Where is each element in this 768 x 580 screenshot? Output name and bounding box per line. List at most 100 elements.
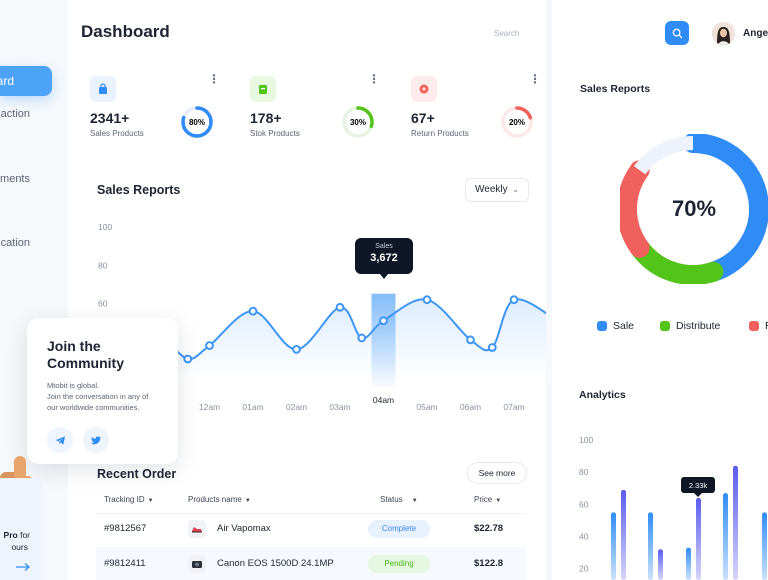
ring-percent: 20% [509, 118, 525, 127]
legend-label: Distribute [676, 320, 721, 332]
twitter-icon[interactable] [83, 427, 110, 453]
caret-down-icon: ▼ [411, 498, 418, 504]
bar-tooltip-box [681, 477, 715, 493]
stat-card-stock [250, 76, 276, 102]
ring-percent: 80% [189, 118, 205, 127]
product-name: Air Vapomax [217, 523, 271, 534]
legend-swatch [749, 321, 759, 331]
sidebar-item-label: Dashboard [0, 74, 14, 88]
y-tick-label: 20 [579, 564, 589, 574]
camera-icon [188, 555, 206, 573]
ring-percent: 30% [350, 118, 366, 127]
tooltip-value: 3,672 [370, 252, 398, 264]
sidebar-item-notification[interactable]: Notification [0, 237, 30, 249]
donut-slice [629, 237, 724, 284]
stat-label: Sales Products [90, 129, 144, 138]
bar-tooltip-value: 2.33k [689, 481, 708, 490]
y-tick-label: 80 [579, 467, 589, 477]
community-line: Join the conversation in any of our worl… [47, 392, 149, 412]
stat-card-sales [90, 76, 116, 102]
table-row[interactable] [96, 547, 526, 580]
search-button[interactable] [665, 21, 689, 45]
donut-slice [633, 136, 694, 175]
x-tick-label: 03am [329, 402, 350, 412]
analytics-bar [733, 465, 738, 580]
community-line: Mtobit is global. [47, 381, 100, 390]
stat-value: 178+ [250, 110, 282, 126]
community-text: Mtobit is global. Join the conversation i… [47, 380, 158, 413]
analytics-bar-chart: 20 40 60 80 100 2.33k [579, 435, 767, 580]
more-icon[interactable]: ⋮ [368, 72, 380, 86]
analytics-bar [621, 489, 626, 580]
right-panel [552, 0, 768, 580]
telegram-icon[interactable] [47, 427, 73, 453]
data-point [292, 345, 301, 354]
y-tick-label: 40 [579, 531, 589, 541]
sidebar-item-transaction[interactable]: Transaction [0, 108, 30, 120]
column-header-label: Products name [188, 495, 242, 504]
column-header[interactable]: Products name ▼ [188, 495, 251, 504]
data-point [335, 302, 345, 312]
ring-progress [181, 106, 213, 138]
return-icon [411, 76, 437, 102]
legend-swatch [660, 321, 670, 331]
x-tick-label: 01am [242, 402, 263, 412]
column-header[interactable]: Status ▼ [380, 495, 418, 504]
bag-icon [90, 76, 116, 102]
y-tick-label: 100 [579, 435, 593, 445]
x-tick-label: 06am [460, 402, 481, 412]
bar-tooltip-arrow [694, 493, 702, 497]
column-header-label: Price [474, 495, 493, 504]
stat-value: 2341+ [90, 110, 130, 126]
community-title: Join the Community [47, 338, 124, 371]
upgrade-card [0, 478, 43, 580]
more-icon[interactable]: ⋮ [208, 72, 220, 86]
x-tick-label: 04am [373, 395, 394, 405]
legend-label: Sale [613, 320, 635, 332]
column-header-label: Tracking ID [104, 495, 145, 504]
tracking-id: #9812567 [104, 523, 147, 534]
sidebar-item-payments[interactable]: Payments [0, 173, 30, 185]
tooltip-label: Sales [375, 243, 393, 250]
period-value: Weekly [475, 184, 508, 195]
stat-label: Return Products [411, 129, 469, 138]
more-icon[interactable]: ⋮ [529, 72, 541, 86]
donut-slice [683, 134, 768, 282]
donut-slice [620, 160, 650, 258]
analytics-title: Analytics [579, 389, 626, 401]
avatar[interactable] [712, 22, 735, 45]
search-icon [672, 28, 682, 38]
period-dropdown[interactable]: Weekly ⌄ [465, 178, 529, 202]
stat-card-return [411, 76, 437, 102]
legend-swatch [597, 321, 607, 331]
y-tick-label: 60 [98, 299, 108, 309]
y-tick-label: 80 [98, 260, 108, 270]
data-point [487, 343, 497, 352]
data-point [183, 354, 193, 364]
stat-label: Stok Products [250, 129, 300, 138]
see-more-button[interactable]: See more [467, 462, 527, 484]
progress-ring: 80% [181, 106, 213, 138]
data-point [248, 306, 258, 316]
product-name: Canon EOS 1500D 24.1MP [217, 558, 334, 569]
x-tick-label: 07am [503, 402, 524, 412]
search-input[interactable]: Search [494, 29, 520, 38]
arrow-right-icon[interactable] [15, 562, 31, 572]
chevron-down-icon: ⌄ [512, 185, 519, 194]
chart-tooltip: Sales 3,672 [355, 238, 413, 279]
column-header-label: Status [380, 495, 403, 504]
right-sales-title: Sales Reports [580, 83, 651, 95]
bar-tooltip: 2.33k [681, 477, 715, 497]
data-point [379, 316, 388, 326]
column-header[interactable]: Price ▼ [474, 495, 501, 504]
sidebar-item-dashboard[interactable]: Dashboard [0, 66, 52, 96]
legend-label: Return [765, 320, 768, 332]
analytics-bar [648, 512, 653, 580]
user-name[interactable]: Angela [743, 28, 768, 39]
sales-donut-chart [620, 134, 768, 284]
x-tick-label: 05am [416, 402, 437, 412]
upgrade-title-suffix: for [17, 530, 30, 540]
analytics-bar [686, 547, 691, 580]
table-row[interactable] [96, 513, 526, 545]
column-header[interactable]: Tracking ID ▼ [104, 495, 154, 504]
